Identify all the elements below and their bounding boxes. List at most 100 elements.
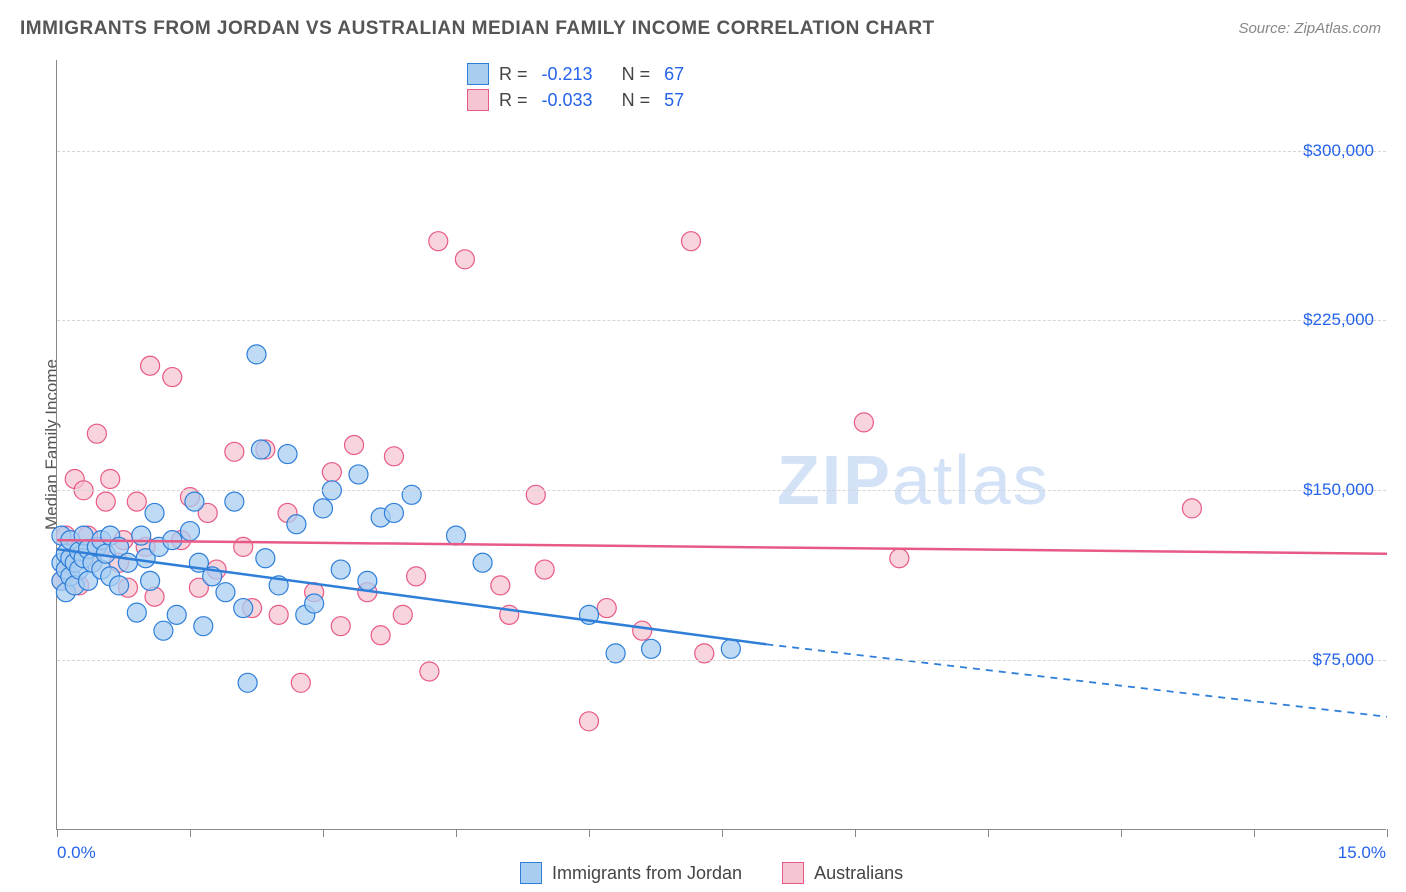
- data-point: [393, 605, 412, 624]
- x-tick: [722, 829, 723, 837]
- x-tick: [1254, 829, 1255, 837]
- data-point: [402, 485, 421, 504]
- data-point: [322, 463, 341, 482]
- gridline: [57, 490, 1386, 491]
- data-point: [314, 499, 333, 518]
- data-point: [118, 553, 137, 572]
- r-label: R =: [499, 64, 528, 85]
- data-point: [429, 232, 448, 251]
- data-point: [96, 492, 115, 511]
- data-point: [331, 617, 350, 636]
- n-label: N =: [622, 90, 651, 111]
- data-point: [185, 492, 204, 511]
- legend-row: R = -0.033 N = 57: [461, 87, 694, 113]
- data-point: [491, 576, 510, 595]
- legend-correlation: R = -0.213 N = 67 R = -0.033 N = 57: [460, 60, 695, 114]
- data-point: [251, 440, 270, 459]
- legend-item-label: Australians: [814, 863, 903, 884]
- data-point: [141, 571, 160, 590]
- n-value: 57: [660, 90, 688, 111]
- gridline: [57, 320, 1386, 321]
- data-point: [145, 503, 164, 522]
- legend-swatch-blue: [467, 63, 489, 85]
- y-tick-label: $300,000: [1303, 141, 1374, 161]
- y-tick-label: $75,000: [1313, 650, 1374, 670]
- data-point: [349, 465, 368, 484]
- data-point: [247, 345, 266, 364]
- x-tick: [190, 829, 191, 837]
- legend-row: R = -0.213 N = 67: [461, 61, 694, 87]
- r-label: R =: [499, 90, 528, 111]
- x-tick: [1387, 829, 1388, 837]
- chart-title: IMMIGRANTS FROM JORDAN VS AUSTRALIAN MED…: [20, 18, 935, 40]
- data-point: [633, 621, 652, 640]
- data-point: [216, 583, 235, 602]
- x-tick-label-right: 15.0%: [1338, 843, 1386, 863]
- data-point: [225, 442, 244, 461]
- data-point: [194, 617, 213, 636]
- legend-series: Immigrants from Jordan Australians: [520, 862, 903, 884]
- legend-item: Immigrants from Jordan: [520, 862, 742, 884]
- data-point: [256, 549, 275, 568]
- data-point: [455, 250, 474, 269]
- data-point: [278, 445, 297, 464]
- data-point: [167, 605, 186, 624]
- gridline: [57, 660, 1386, 661]
- data-point: [535, 560, 554, 579]
- x-tick: [855, 829, 856, 837]
- chart-svg: [57, 60, 1386, 829]
- n-value: 67: [660, 64, 688, 85]
- data-point: [234, 599, 253, 618]
- data-point: [87, 424, 106, 443]
- data-point: [473, 553, 492, 572]
- data-point: [331, 560, 350, 579]
- legend-swatch-pink: [782, 862, 804, 884]
- trendline-dashed: [766, 644, 1387, 716]
- data-point: [580, 712, 599, 731]
- data-point: [721, 639, 740, 658]
- x-tick: [57, 829, 58, 837]
- data-point: [225, 492, 244, 511]
- data-point: [890, 549, 909, 568]
- x-tick: [589, 829, 590, 837]
- data-point: [384, 503, 403, 522]
- data-point: [420, 662, 439, 681]
- y-tick-label: $225,000: [1303, 310, 1374, 330]
- data-point: [287, 515, 306, 534]
- data-point: [269, 605, 288, 624]
- data-point: [305, 594, 324, 613]
- trendline-solid: [57, 540, 1387, 554]
- legend-swatch-pink: [467, 89, 489, 111]
- data-point: [345, 436, 364, 455]
- y-tick-label: $150,000: [1303, 480, 1374, 500]
- data-point: [384, 447, 403, 466]
- data-point: [526, 485, 545, 504]
- legend-item-label: Immigrants from Jordan: [552, 863, 742, 884]
- legend-item: Australians: [782, 862, 903, 884]
- x-tick: [1121, 829, 1122, 837]
- data-point: [127, 492, 146, 511]
- data-point: [1182, 499, 1201, 518]
- r-value: -0.213: [538, 64, 597, 85]
- data-point: [141, 356, 160, 375]
- source-attribution: Source: ZipAtlas.com: [1238, 20, 1381, 37]
- data-point: [163, 368, 182, 387]
- gridline: [57, 151, 1386, 152]
- data-point: [597, 599, 616, 618]
- data-point: [642, 639, 661, 658]
- r-value: -0.033: [538, 90, 597, 111]
- data-point: [447, 526, 466, 545]
- data-point: [238, 673, 257, 692]
- data-point: [181, 522, 200, 541]
- legend-swatch-blue: [520, 862, 542, 884]
- data-point: [291, 673, 310, 692]
- data-point: [127, 603, 146, 622]
- data-point: [110, 576, 129, 595]
- n-label: N =: [622, 64, 651, 85]
- data-point: [234, 537, 253, 556]
- data-point: [407, 567, 426, 586]
- data-point: [854, 413, 873, 432]
- data-point: [101, 469, 120, 488]
- x-tick: [323, 829, 324, 837]
- data-point: [358, 571, 377, 590]
